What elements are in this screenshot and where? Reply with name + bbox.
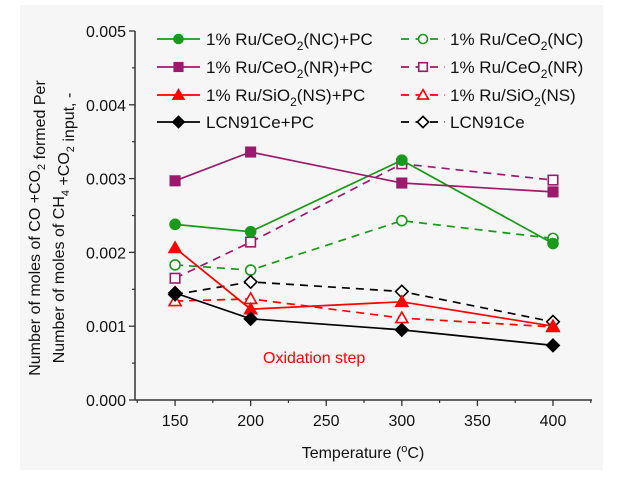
figure-background xyxy=(20,5,603,470)
y-tick-label: 0.001 xyxy=(86,319,126,336)
data-point xyxy=(394,322,410,338)
legend-item: 1% Ru/CeO2(NC) xyxy=(401,30,583,53)
data-point xyxy=(169,272,181,284)
x-axis-label: Temperature (oC) xyxy=(302,443,425,462)
data-point xyxy=(545,338,561,353)
series-line xyxy=(175,219,554,271)
x-tick-label: 350 xyxy=(464,413,491,430)
data-point xyxy=(243,274,259,290)
data-point xyxy=(245,236,257,248)
legend-item: LCN91Ce xyxy=(401,113,525,132)
data-point xyxy=(169,175,181,187)
series-line xyxy=(174,247,554,328)
data-point xyxy=(394,294,410,308)
legend-label: 1% Ru/CeO2(NR) xyxy=(450,58,583,81)
legend-item: 1% Ru/SiO2(NS) xyxy=(401,86,576,109)
series-line xyxy=(175,159,554,245)
legend-item: 1% Ru/SiO2(NS)+PC xyxy=(157,86,365,109)
legend-item: LCN91Ce+PC xyxy=(157,113,314,132)
legend-marker xyxy=(417,61,429,73)
y-tick-label: 0.003 xyxy=(86,172,126,189)
x-tick-label: 250 xyxy=(313,413,340,430)
data-point xyxy=(547,186,559,198)
series-1-ru-sio2-ns xyxy=(167,291,561,333)
y-axis-label-line-1: Number of moles of CO +CO2 formed Per xyxy=(27,80,49,376)
x-tick-label: 300 xyxy=(388,413,415,430)
legend-marker xyxy=(416,115,430,129)
data-point xyxy=(396,154,408,166)
legend-item: 1% Ru/CeO2(NR) xyxy=(401,58,583,81)
legend-label: LCN91Ce+PC xyxy=(206,113,314,132)
series-layer xyxy=(167,146,561,353)
y-axis-label: Number of moles of CO +CO2 formed PerNum… xyxy=(27,80,78,376)
data-point xyxy=(169,259,181,271)
annotation-oxidation-step: Oxidation step xyxy=(263,350,365,367)
legend-label: 1% Ru/CeO2(NC)+PC xyxy=(206,30,373,53)
data-point xyxy=(396,214,408,227)
series-lcn91ce-pc xyxy=(167,285,561,353)
legend-marker xyxy=(171,115,186,129)
x-tick-label: 150 xyxy=(162,413,189,430)
data-point xyxy=(545,318,561,332)
legend: 1% Ru/CeO2(NC)+PC 1% Ru/CeO2(NC) 1% Ru/CeO… xyxy=(157,30,583,132)
data-point xyxy=(167,240,183,254)
data-point xyxy=(396,177,408,189)
series-line xyxy=(174,151,554,193)
legend-marker xyxy=(171,87,186,100)
y-tick-label: 0.005 xyxy=(86,24,126,41)
y-tick-label: 0.002 xyxy=(86,245,126,262)
series-line xyxy=(174,281,554,323)
y-axis-label-line-2: Number of moles of CH4 +CO2 input, - xyxy=(51,93,78,364)
data-point xyxy=(244,264,257,276)
series-line xyxy=(174,162,554,279)
legend-label: 1% Ru/CeO2(NR)+PC xyxy=(206,58,373,81)
series-lcn91ce xyxy=(167,274,561,330)
legend-marker xyxy=(173,61,184,73)
data-point xyxy=(243,311,259,327)
legend-item: 1% Ru/CeO2(NR)+PC xyxy=(157,58,373,81)
series-1-ru-ceo2-nc xyxy=(169,214,559,276)
series-line xyxy=(174,292,554,347)
y-tick-label: 0.004 xyxy=(86,98,126,115)
data-point xyxy=(167,285,183,301)
legend-marker xyxy=(416,87,430,100)
data-point xyxy=(245,146,257,158)
legend-marker xyxy=(417,33,429,45)
x-tick-label: 200 xyxy=(237,413,264,430)
data-point xyxy=(244,225,257,238)
series-1-ru-ceo2-nr-pc xyxy=(169,146,559,198)
legend-label: 1% Ru/CeO2(NC) xyxy=(450,30,583,53)
legend-marker xyxy=(173,33,184,45)
legend-item: 1% Ru/CeO2(NC)+PC xyxy=(157,30,373,53)
data-point xyxy=(547,237,559,250)
legend-label: 1% Ru/SiO2(NS) xyxy=(450,86,576,109)
axes: 0.000 0.001 0.002 0.003 0.004 0.005 150 200 250 3… xyxy=(86,24,592,430)
legend-label: LCN91Ce xyxy=(450,113,525,132)
data-point xyxy=(547,174,559,186)
data-point xyxy=(169,218,181,231)
series-1-ru-sio2-ns-pc xyxy=(167,240,561,332)
x-tick-label: 400 xyxy=(540,413,567,430)
legend-label: 1% Ru/SiO2(NS)+PC xyxy=(206,86,365,109)
y-tick-label: 0.000 xyxy=(86,393,126,410)
data-point xyxy=(394,310,410,324)
series-1-ru-ceo2-nc-pc xyxy=(169,154,559,250)
